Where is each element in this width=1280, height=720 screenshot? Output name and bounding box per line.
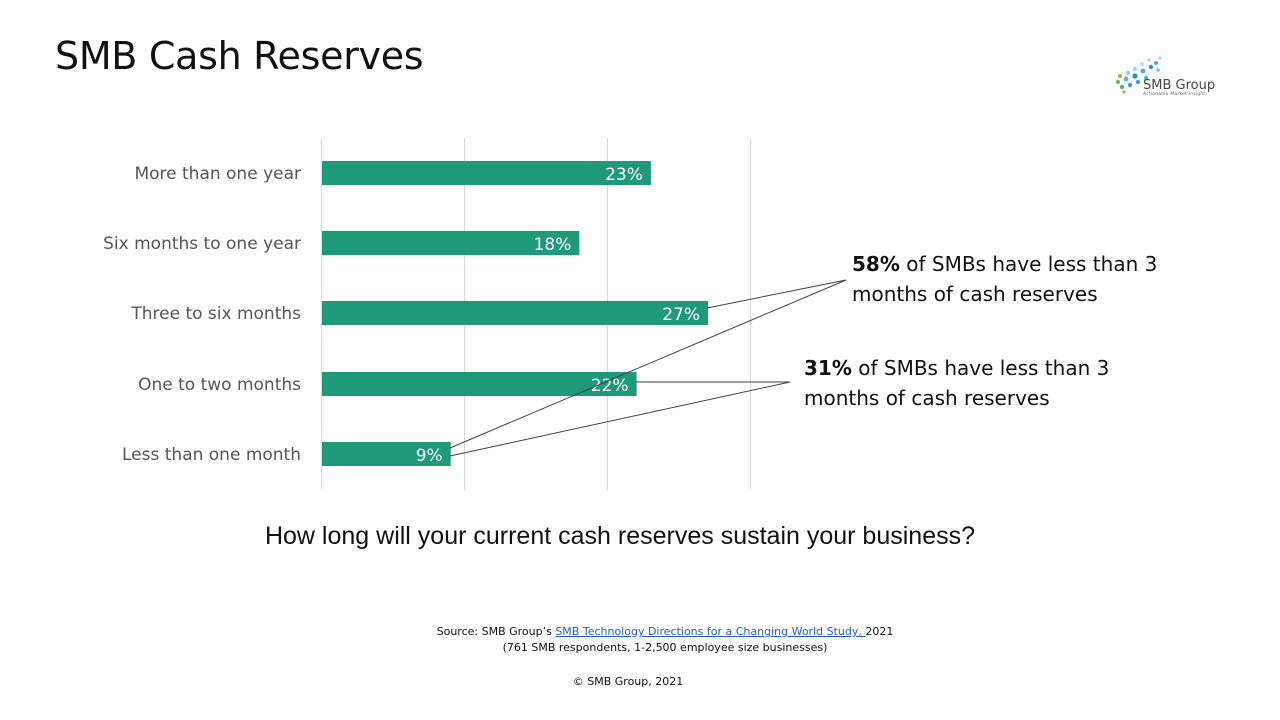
value-label-2: 27% [662,305,700,325]
callout-31-text: of SMBs have less than 3 months of cash … [804,356,1110,410]
source-note: (761 SMB respondents, 1-2,500 employee s… [502,641,828,654]
bar-2 [322,301,709,325]
category-label-3: One to two months [138,375,301,395]
callout-58-leader-top [706,279,847,309]
logo-name: SMB Group [1143,78,1216,93]
value-label-3: 22% [591,376,629,396]
value-label-4: 9% [416,446,443,466]
smb-group-logo-icon [1115,56,1162,94]
bar-0 [322,161,651,185]
callout-58-percent: 58% of SMBs have less than 3 months of c… [852,249,1182,309]
survey-question: How long will your current cash reserves… [264,522,976,550]
bar-4 [322,442,451,466]
callout-58-text: of SMBs have less than 3 months of cash … [852,252,1158,306]
bar-3 [322,372,637,396]
slide-title: SMB Cash Reserves [55,34,424,78]
callout-58-bold: 58% [852,252,900,276]
bar-1 [322,231,580,255]
callout-31-percent: 31% of SMBs have less than 3 months of c… [804,353,1134,413]
callout-58-leader-bottom [449,279,847,449]
callout-31-bold: 31% [804,356,852,380]
source-year: 2021 [865,625,894,638]
logo-tagline: Actionable Market Insight [1143,92,1206,97]
value-label-1: 18% [534,235,572,255]
source-study-link[interactable]: SMB Technology Directions for a Changing… [555,625,866,638]
value-label-0: 23% [605,165,643,185]
category-label-0: More than one year [134,164,301,184]
category-label-4: Less than one month [122,445,301,465]
copyright: © SMB Group, 2021 [572,675,684,688]
source-prefix: Source: SMB Group’s [436,625,556,638]
category-label-2: Three to six months [130,304,301,324]
callout-31-leader-bottom [449,381,791,457]
category-label-1: Six months to one year [103,234,301,254]
source-citation: Source: SMB Group’s SMB Technology Direc… [0,624,1280,656]
